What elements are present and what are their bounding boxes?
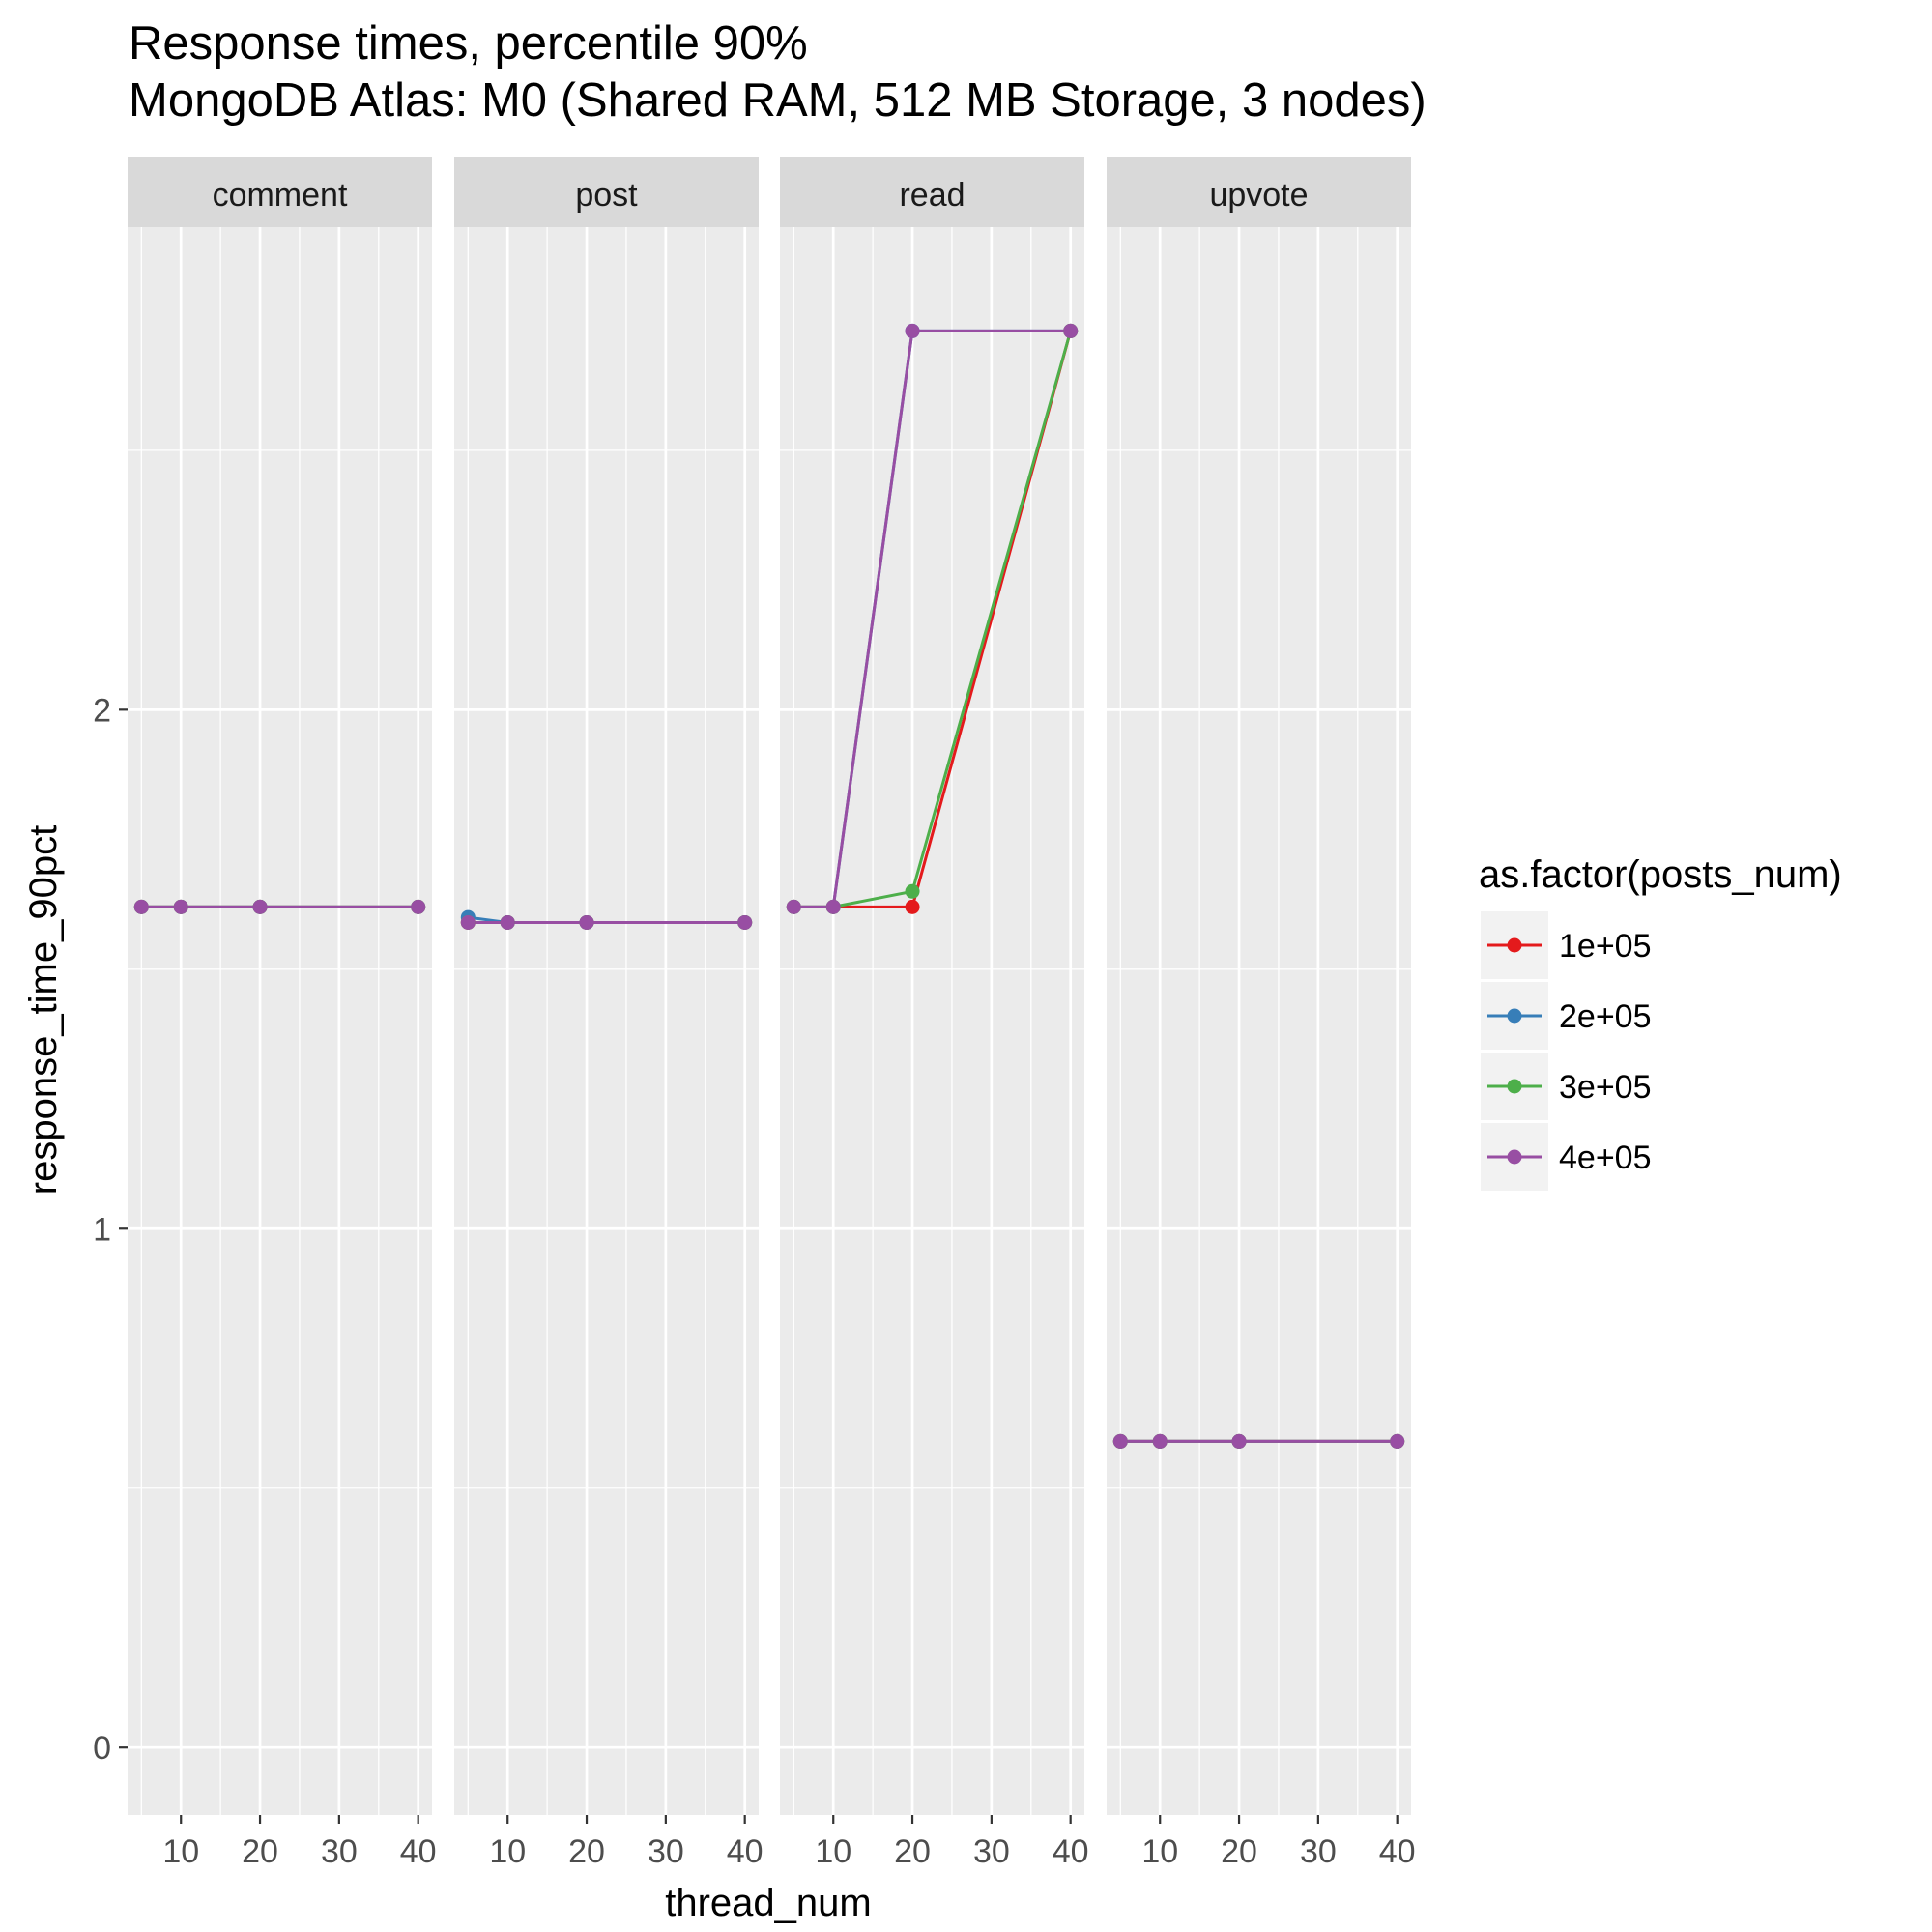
facet-strip [128, 157, 432, 227]
chart-subtitle: MongoDB Atlas: M0 (Shared RAM, 512 MB St… [129, 74, 1427, 127]
x-tick-label: 40 [727, 1833, 764, 1870]
panel-background [1107, 227, 1411, 1815]
series-points [133, 899, 426, 914]
data-point-4e+05 [173, 899, 188, 914]
series-line-4e+05 [793, 329, 1071, 908]
legend-label: 4e+05 [1559, 1139, 1652, 1176]
facet-strip [454, 157, 759, 227]
data-point-4e+05 [579, 914, 594, 930]
y-tick-label: 0 [93, 1730, 111, 1767]
y-axis: 0 1 2 [93, 692, 128, 1767]
x-tick-label: 10 [162, 1833, 199, 1870]
data-point-1e+05 [905, 899, 920, 914]
x-tick-label: 20 [242, 1833, 278, 1870]
data-point-4e+05 [1112, 1433, 1128, 1449]
legend-key-point [1507, 937, 1522, 953]
data-point-4e+05 [1063, 323, 1079, 338]
panel-background [780, 227, 1084, 1815]
series-points [460, 909, 753, 930]
x-tick-label: 40 [1053, 1833, 1089, 1870]
x-tick-label: 40 [400, 1833, 437, 1870]
chart-title: Response times, percentile 90% [129, 17, 808, 70]
legend-title: as.factor(posts_num) [1479, 853, 1842, 896]
panel-background [128, 227, 432, 1815]
data-point-4e+05 [737, 914, 753, 930]
facet-label: upvote [1209, 177, 1308, 214]
legend-item-1e+05: 1e+05 [1481, 911, 1652, 979]
legend-item-3e+05: 3e+05 [1481, 1053, 1652, 1120]
data-point-4e+05 [1390, 1433, 1405, 1449]
series-lines [468, 915, 745, 924]
legend-item-4e+05: 4e+05 [1481, 1123, 1652, 1191]
x-tick-label: 30 [648, 1833, 684, 1870]
x-tick-label: 10 [1141, 1833, 1178, 1870]
series-points [786, 323, 1079, 914]
legend-label: 1e+05 [1559, 928, 1652, 965]
data-point-4e+05 [460, 914, 476, 930]
data-point-4e+05 [500, 914, 515, 930]
legend-key-point [1507, 1149, 1522, 1165]
y-tick-label: 2 [93, 692, 111, 729]
legend-key-point [1507, 1079, 1522, 1094]
x-tick-label: 20 [568, 1833, 605, 1870]
data-point-4e+05 [905, 323, 920, 338]
facet-comment: comment 10 20 30 40 [128, 157, 437, 1870]
x-tick-label: 30 [1300, 1833, 1337, 1870]
data-point-4e+05 [133, 899, 149, 914]
facet-upvote: upvote 10 20 30 40 [1107, 157, 1416, 1870]
legend-item-2e+05: 2e+05 [1481, 982, 1652, 1050]
series-lines [793, 329, 1073, 908]
series-points [1112, 1433, 1405, 1449]
data-point-4e+05 [252, 899, 268, 914]
facet-label: comment [213, 177, 348, 214]
facet-post: post 10 20 30 40 [454, 157, 764, 1870]
data-point-4e+05 [1231, 1433, 1247, 1449]
facet-label: read [899, 177, 965, 214]
facet-strip [1107, 157, 1411, 227]
legend-label: 2e+05 [1559, 998, 1652, 1035]
data-point-3e+05 [905, 883, 920, 899]
x-tick-label: 40 [1379, 1833, 1416, 1870]
panel-background [454, 227, 759, 1815]
facet-read: read 10 20 30 40 [780, 157, 1089, 1870]
data-point-4e+05 [786, 899, 801, 914]
data-point-4e+05 [411, 899, 426, 914]
data-point-4e+05 [825, 899, 841, 914]
x-tick-label: 20 [1221, 1833, 1257, 1870]
legend-label: 3e+05 [1559, 1069, 1652, 1106]
facet-label: post [575, 177, 638, 214]
x-tick-label: 20 [894, 1833, 931, 1870]
y-tick-label: 1 [93, 1211, 111, 1248]
data-point-4e+05 [1152, 1433, 1168, 1449]
x-tick-label: 10 [815, 1833, 851, 1870]
x-tick-label: 10 [489, 1833, 526, 1870]
facet-strip [780, 157, 1084, 227]
x-tick-label: 30 [321, 1833, 358, 1870]
x-tick-label: 30 [973, 1833, 1010, 1870]
legend: as.factor(posts_num) 1e+05 2e+05 3e+05 4e+0… [1479, 853, 1842, 1191]
x-axis-label: thread_num [665, 1882, 871, 1924]
y-axis-label: response_time_90pct [22, 825, 65, 1195]
legend-key-point [1507, 1008, 1522, 1024]
